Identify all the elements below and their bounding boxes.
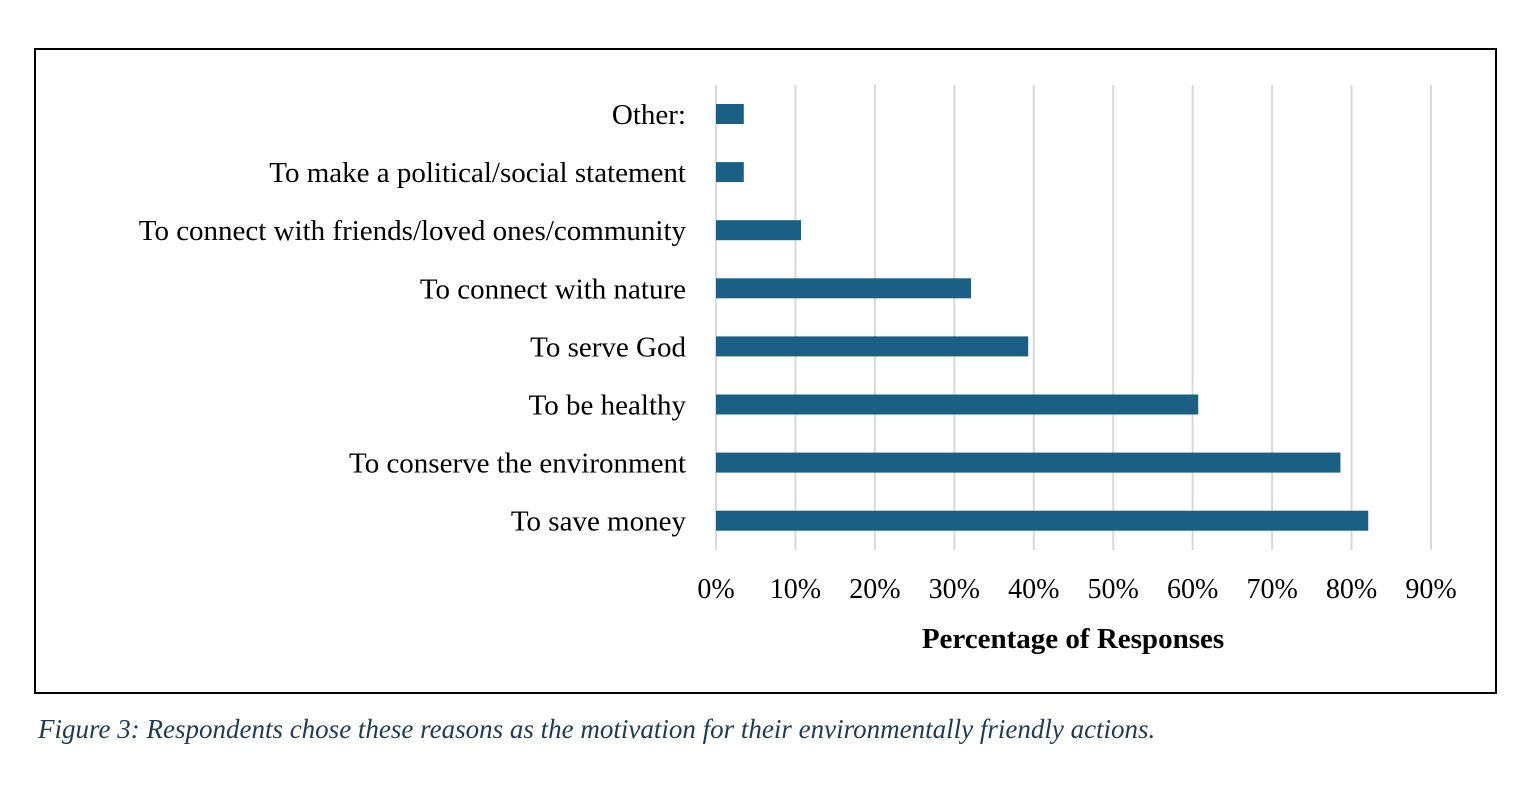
bar bbox=[716, 510, 1369, 531]
x-tick-label: 70% bbox=[1246, 574, 1297, 605]
bars bbox=[716, 104, 1369, 531]
chart-frame bbox=[34, 48, 1497, 694]
x-tick-label: 0% bbox=[697, 574, 734, 605]
category-label: Other: bbox=[612, 99, 686, 131]
bar bbox=[716, 220, 802, 241]
gridlines bbox=[715, 85, 1432, 550]
bar bbox=[716, 336, 1029, 357]
x-tick-label: 30% bbox=[929, 574, 980, 605]
x-tick-label: 50% bbox=[1088, 574, 1139, 605]
bar bbox=[716, 278, 972, 299]
x-tick-label: 10% bbox=[770, 574, 821, 605]
category-label: To save money bbox=[511, 506, 687, 538]
category-label: To conserve the environment bbox=[349, 448, 686, 480]
x-axis-title: Percentage of Responses bbox=[922, 623, 1224, 655]
x-tick-labels: 0% 10% 20% 30% 40% 50% 60% 70% 80% 90% bbox=[697, 574, 1456, 605]
x-tick-label: 40% bbox=[1008, 574, 1059, 605]
category-label: To make a political/social statement bbox=[269, 157, 686, 189]
x-tick-label: 20% bbox=[849, 574, 900, 605]
bar bbox=[716, 452, 1341, 473]
bar bbox=[716, 394, 1199, 415]
bar bbox=[716, 162, 744, 183]
category-label: To connect with friends/loved ones/commu… bbox=[139, 215, 687, 247]
figure-caption: Figure 3: Respondents chose these reason… bbox=[38, 714, 1156, 744]
category-label: To connect with nature bbox=[420, 273, 686, 305]
x-tick-label: 90% bbox=[1405, 574, 1456, 605]
x-tick-label: 80% bbox=[1326, 574, 1377, 605]
category-label: To serve God bbox=[530, 331, 686, 363]
x-tick-label: 60% bbox=[1167, 574, 1218, 605]
category-labels: Other: To make a political/social stateme… bbox=[139, 99, 687, 538]
category-label: To be healthy bbox=[529, 390, 687, 422]
bar bbox=[716, 104, 744, 124]
